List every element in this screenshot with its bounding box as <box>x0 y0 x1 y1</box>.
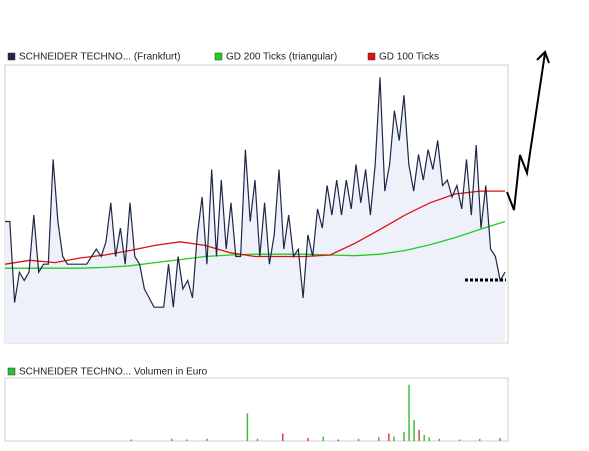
volume-bar <box>322 436 324 441</box>
volume-area <box>4 377 509 442</box>
volume-bar <box>393 436 395 441</box>
volume-bar <box>337 439 340 441</box>
legend-label: SCHNEIDER TECHNO... Volumen in Euro <box>19 367 208 378</box>
legend-label: GD 100 Ticks <box>379 52 439 63</box>
volume-bar <box>206 438 208 441</box>
line-series <box>5 220 506 269</box>
line-series <box>5 77 506 308</box>
volume-bar <box>378 437 380 441</box>
line-series <box>4 190 505 265</box>
legend-label: GD 200 Ticks (triangular) <box>226 52 337 63</box>
volume-bar <box>458 439 461 441</box>
volume-bar <box>499 438 501 441</box>
volume-bar <box>130 439 132 441</box>
volume-bar <box>186 439 188 441</box>
volume-bar <box>307 438 309 441</box>
volume-bar <box>403 432 405 441</box>
volume-bar <box>170 438 173 441</box>
legend-swatch <box>7 367 16 376</box>
labels: SCHNEIDER TECHNO... (Frankfurt) GD 200 Ti… <box>7 52 439 378</box>
volume-bar <box>246 413 249 441</box>
marks <box>4 77 506 441</box>
volume-bar <box>357 438 360 441</box>
annotation-arrow <box>506 52 546 211</box>
volume-bar <box>418 429 420 441</box>
volume-bar <box>408 384 410 441</box>
volume-bar <box>423 435 425 441</box>
volume-bar <box>479 438 481 441</box>
legend-swatch <box>367 52 376 61</box>
volume-bar <box>282 433 284 441</box>
volume-bar <box>388 433 390 441</box>
annotation-arrowhead <box>536 50 550 64</box>
volume-bar <box>256 438 259 441</box>
legend-swatch <box>214 52 223 61</box>
volume-bar <box>438 438 441 441</box>
legend-label: SCHNEIDER TECHNO... (Frankfurt) <box>19 52 181 63</box>
price-area <box>5 77 505 344</box>
volume-bar <box>428 437 430 441</box>
volume-bar <box>413 420 415 441</box>
legend-swatch <box>7 52 16 61</box>
